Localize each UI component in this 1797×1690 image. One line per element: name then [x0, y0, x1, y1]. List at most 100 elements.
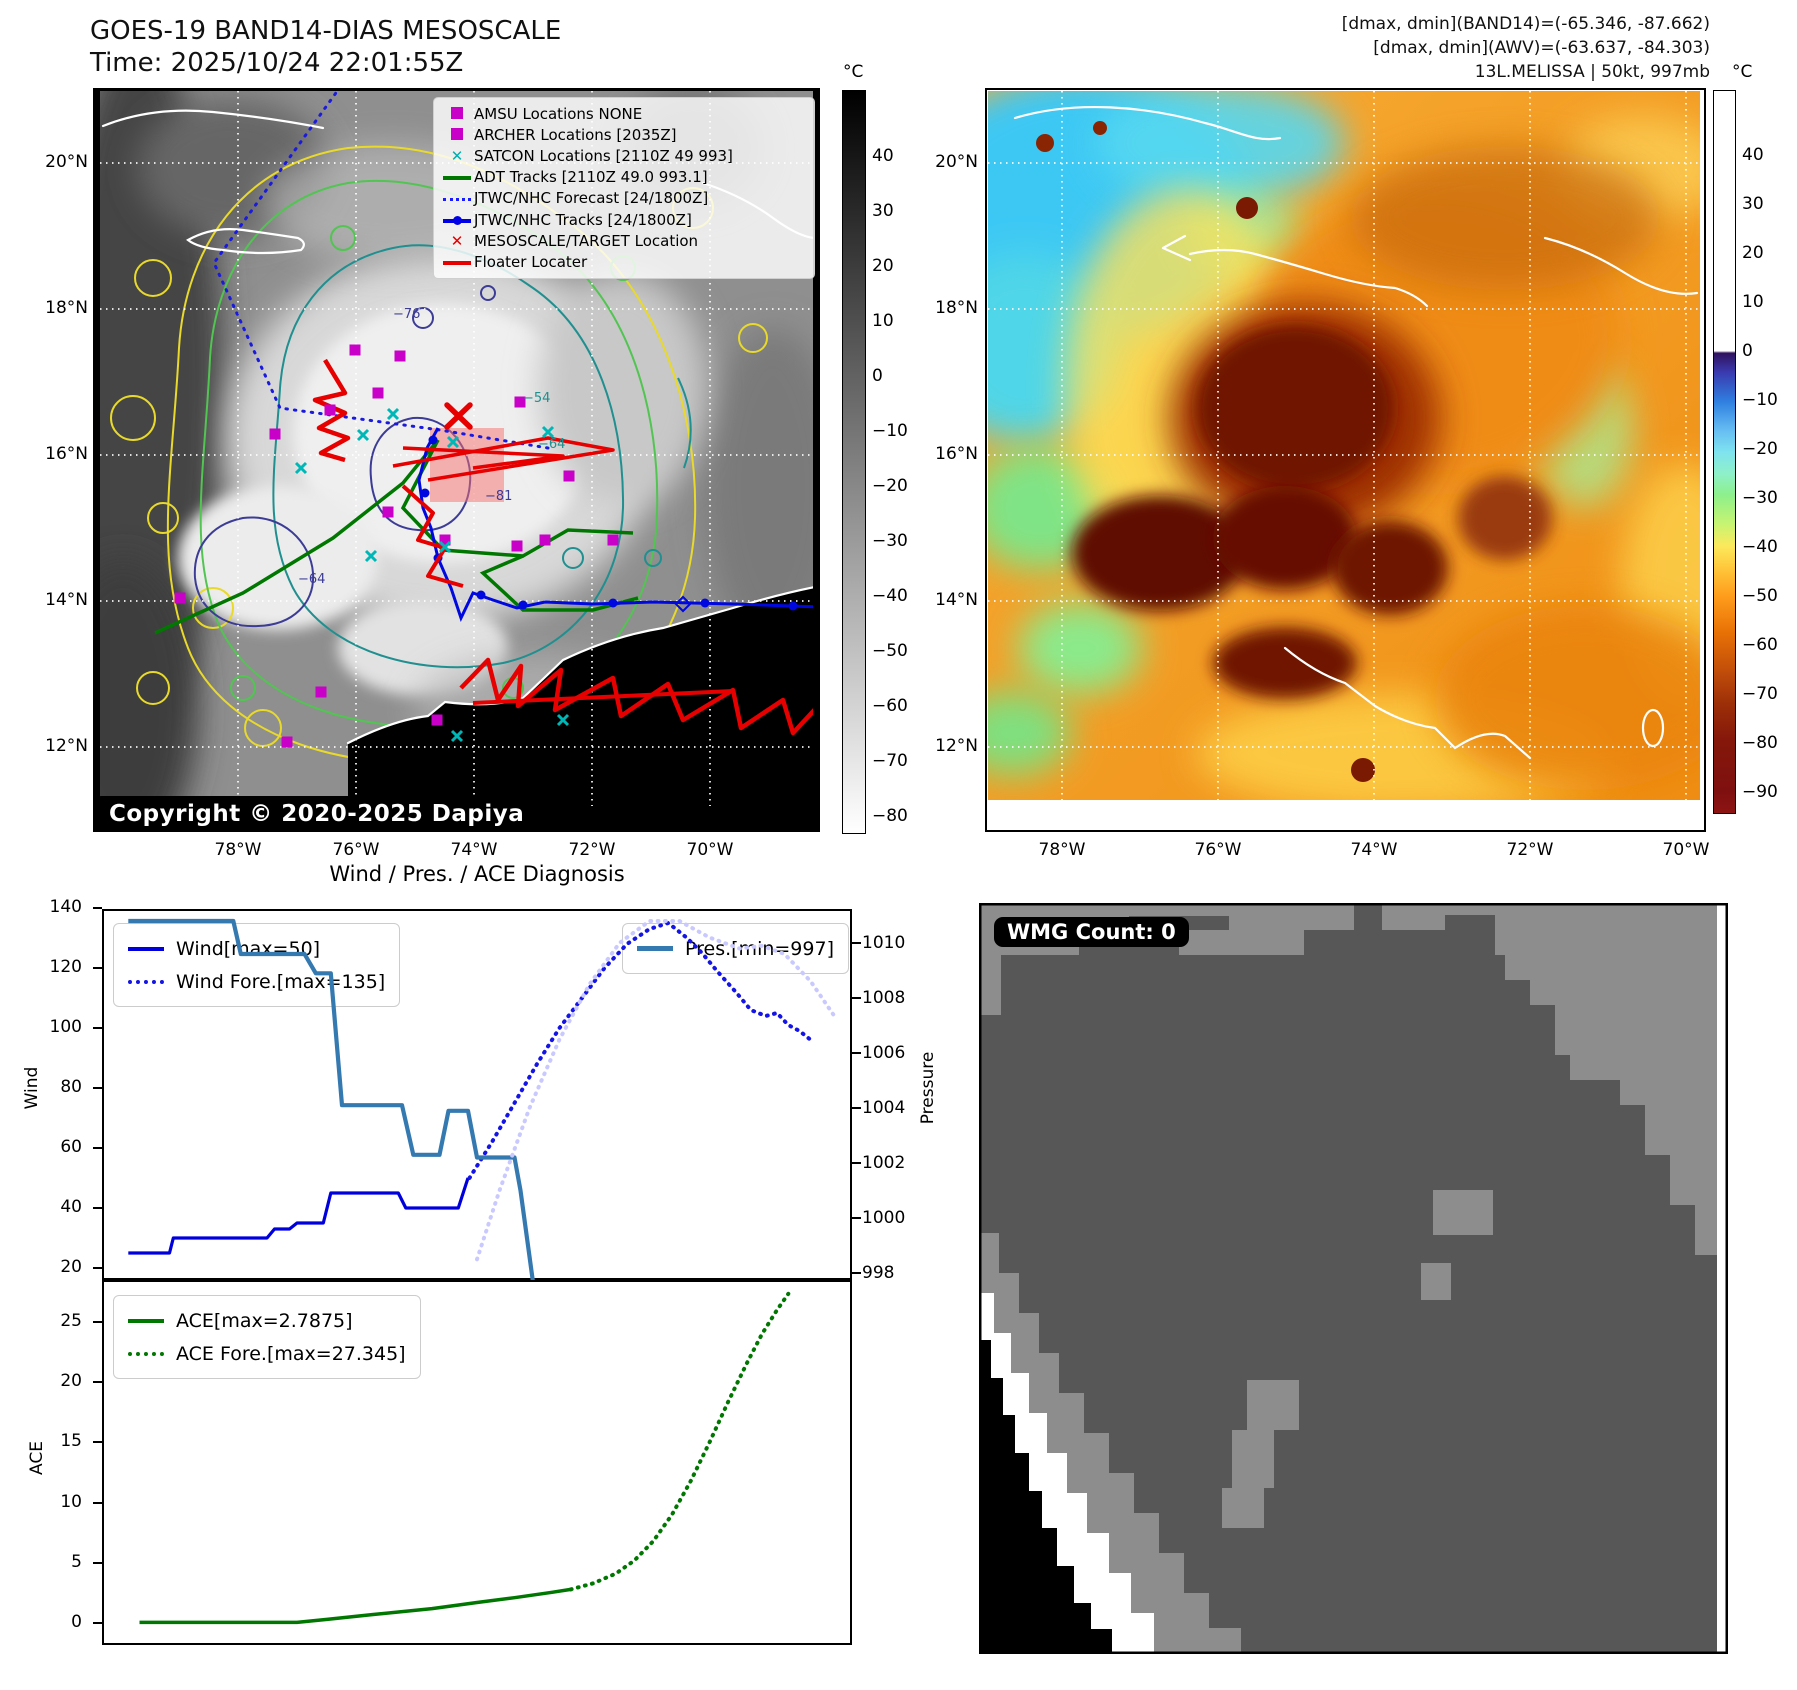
- tick-mark: [852, 942, 861, 944]
- pres-legend-label: Pres.[min=997]: [685, 937, 834, 960]
- band14-legend-label: ADT Tracks [2110Z 49.0 993.1]: [474, 168, 708, 187]
- diagnosis-title: Wind / Pres. / ACE Diagnosis: [329, 862, 625, 886]
- mesoscale-target-x-icon: [444, 402, 473, 430]
- tick-mark: [93, 1147, 102, 1149]
- band14-colorbar-tick: −60: [872, 696, 908, 716]
- awv-lat-label: 16°N: [935, 444, 978, 464]
- band14-lon-label: 76°W: [332, 840, 380, 860]
- band14-legend: AMSU Locations NONE ARCHER Locations [203…: [433, 97, 815, 279]
- tick-mark: [93, 967, 102, 969]
- band14-legend-item: AMSU Locations NONE: [440, 103, 806, 124]
- tick-mark: [93, 1087, 102, 1089]
- band14-legend-label: ARCHER Locations [2035Z]: [474, 125, 677, 144]
- band14-colorbar-tick: −80: [872, 806, 908, 826]
- band14-lat-label: 16°N: [45, 444, 88, 464]
- square-marker-icon: [440, 104, 474, 123]
- dmax-dmin-band14: [dmax, dmin](BAND14)=(-65.346, -87.662): [1341, 14, 1710, 34]
- pres-legend-line: [637, 946, 673, 951]
- band14-legend-item: ARCHER Locations [2035Z]: [440, 124, 806, 145]
- band14-legend-item: Floater Locater: [440, 251, 806, 272]
- copyright-badge: Copyright © 2020-2025 Dapiya: [97, 796, 537, 832]
- wind-tick-label: 140: [49, 897, 82, 917]
- wmg-light-regions: [979, 903, 1728, 1528]
- awv-colorbar-tick: 30: [1742, 194, 1764, 214]
- wind-tick-label: 40: [60, 1197, 82, 1217]
- awv-colorbar-tick: −30: [1742, 488, 1778, 508]
- awv-imagery: [988, 91, 1700, 800]
- band14-colorbar-tick: 0: [872, 366, 883, 386]
- wind-fore-legend-label: Wind Fore.[max=135]: [176, 970, 386, 993]
- pressure-tick-label: 1000: [862, 1208, 906, 1228]
- dotted-line-icon: [440, 189, 474, 208]
- south-america-coastline: [346, 586, 813, 745]
- band14-title: GOES-19 BAND14-DIAS MESOSCALE: [90, 16, 562, 46]
- storm-id-intensity: 13L.MELISSA | 50kt, 997mb: [1474, 62, 1710, 82]
- ace-fore-legend-line: [128, 1351, 164, 1356]
- contour-label: −64: [538, 437, 565, 452]
- tick-mark: [93, 1441, 102, 1444]
- contour-label: −64: [298, 572, 325, 587]
- jtwc-track: [417, 427, 813, 622]
- awv-colorbar-tick: −10: [1742, 390, 1778, 410]
- awv-lat-label: 12°N: [935, 736, 978, 756]
- tick-mark: [852, 1217, 861, 1219]
- awv-colorbar-tick: 0: [1742, 341, 1753, 361]
- band14-lon-label: 74°W: [450, 840, 498, 860]
- band14-legend-label: AMSU Locations NONE: [474, 104, 643, 123]
- band14-colorbar-tick: −20: [872, 476, 908, 496]
- band14-colorbar-tick: −40: [872, 586, 908, 606]
- band14-legend-label: SATCON Locations [2110Z 49 993]: [474, 146, 733, 165]
- awv-lon-label: 76°W: [1194, 840, 1242, 860]
- pressure-tick-label: 1006: [862, 1043, 906, 1063]
- tick-mark: [93, 1561, 102, 1564]
- band14-colorbar-tick: −70: [872, 751, 908, 771]
- tick-mark: [93, 1622, 102, 1624]
- pres-legend: Pres.[min=997]: [622, 923, 849, 974]
- ace-fore-legend-label: ACE Fore.[max=27.345]: [176, 1342, 406, 1365]
- wind-legend-line: [128, 946, 164, 951]
- awv-colorbar-tick: −50: [1742, 586, 1778, 606]
- square-marker-icon: [440, 125, 474, 144]
- band14-colorbar-tick: 30: [872, 201, 894, 221]
- floater-track: [312, 358, 813, 736]
- tick-mark: [93, 1501, 102, 1504]
- band14-legend-label: MESOSCALE/TARGET Location: [474, 231, 699, 250]
- tick-mark: [852, 997, 861, 999]
- tick-mark: [93, 1027, 102, 1029]
- band14-colorbar-tick: 20: [872, 256, 894, 276]
- awv-colorbar: [1713, 90, 1736, 814]
- band14-lat-label: 18°N: [45, 298, 88, 318]
- hispaniola-coastline: [1161, 234, 1429, 308]
- wind-tick-label: 100: [49, 1017, 82, 1037]
- band14-lat-label: 14°N: [45, 590, 88, 610]
- awv-colorbar-tick: −60: [1742, 635, 1778, 655]
- band14-lon-label: 70°W: [686, 840, 734, 860]
- adt-tracks: [154, 438, 639, 635]
- pressure-tick-label: 1004: [862, 1098, 906, 1118]
- awv-colorbar-tick: −80: [1742, 733, 1778, 753]
- ace-tick-label: 0: [71, 1612, 82, 1632]
- ace-plot: [102, 1280, 852, 1645]
- tick-mark: [93, 1207, 102, 1209]
- cuba-coastline: [101, 109, 325, 130]
- south-america-coastline: [1283, 646, 1532, 760]
- awv-lon-label: 72°W: [1506, 840, 1554, 860]
- tick-mark: [852, 1052, 861, 1054]
- band14-lon-label: 72°W: [568, 840, 616, 860]
- band14-legend-label: JTWC/NHC Tracks [24/1800Z]: [474, 210, 692, 229]
- tick-mark: [852, 1272, 861, 1274]
- x-marker-icon: ✕: [450, 232, 464, 251]
- tick-mark: [93, 1321, 102, 1323]
- ace-legend-label: ACE[max=2.7875]: [176, 1309, 353, 1332]
- band14-legend-item: JTWC/NHC Forecast [24/1800Z]: [440, 188, 806, 209]
- ace-legend-line: [128, 1318, 164, 1323]
- band14-colorbar-unit: °C: [843, 62, 864, 82]
- awv-lat-label: 20°N: [935, 152, 978, 172]
- wind-legend: Wind[max=50] Wind Fore.[max=135]: [113, 923, 401, 1007]
- ace-tick-label: 10: [60, 1491, 82, 1512]
- band14-colorbar-tick: 40: [872, 146, 894, 166]
- ace-tick-label: 20: [60, 1371, 82, 1392]
- band14-legend-item: JTWC/NHC Tracks [24/1800Z]: [440, 209, 806, 230]
- pressure-tick-label: 1002: [862, 1153, 906, 1173]
